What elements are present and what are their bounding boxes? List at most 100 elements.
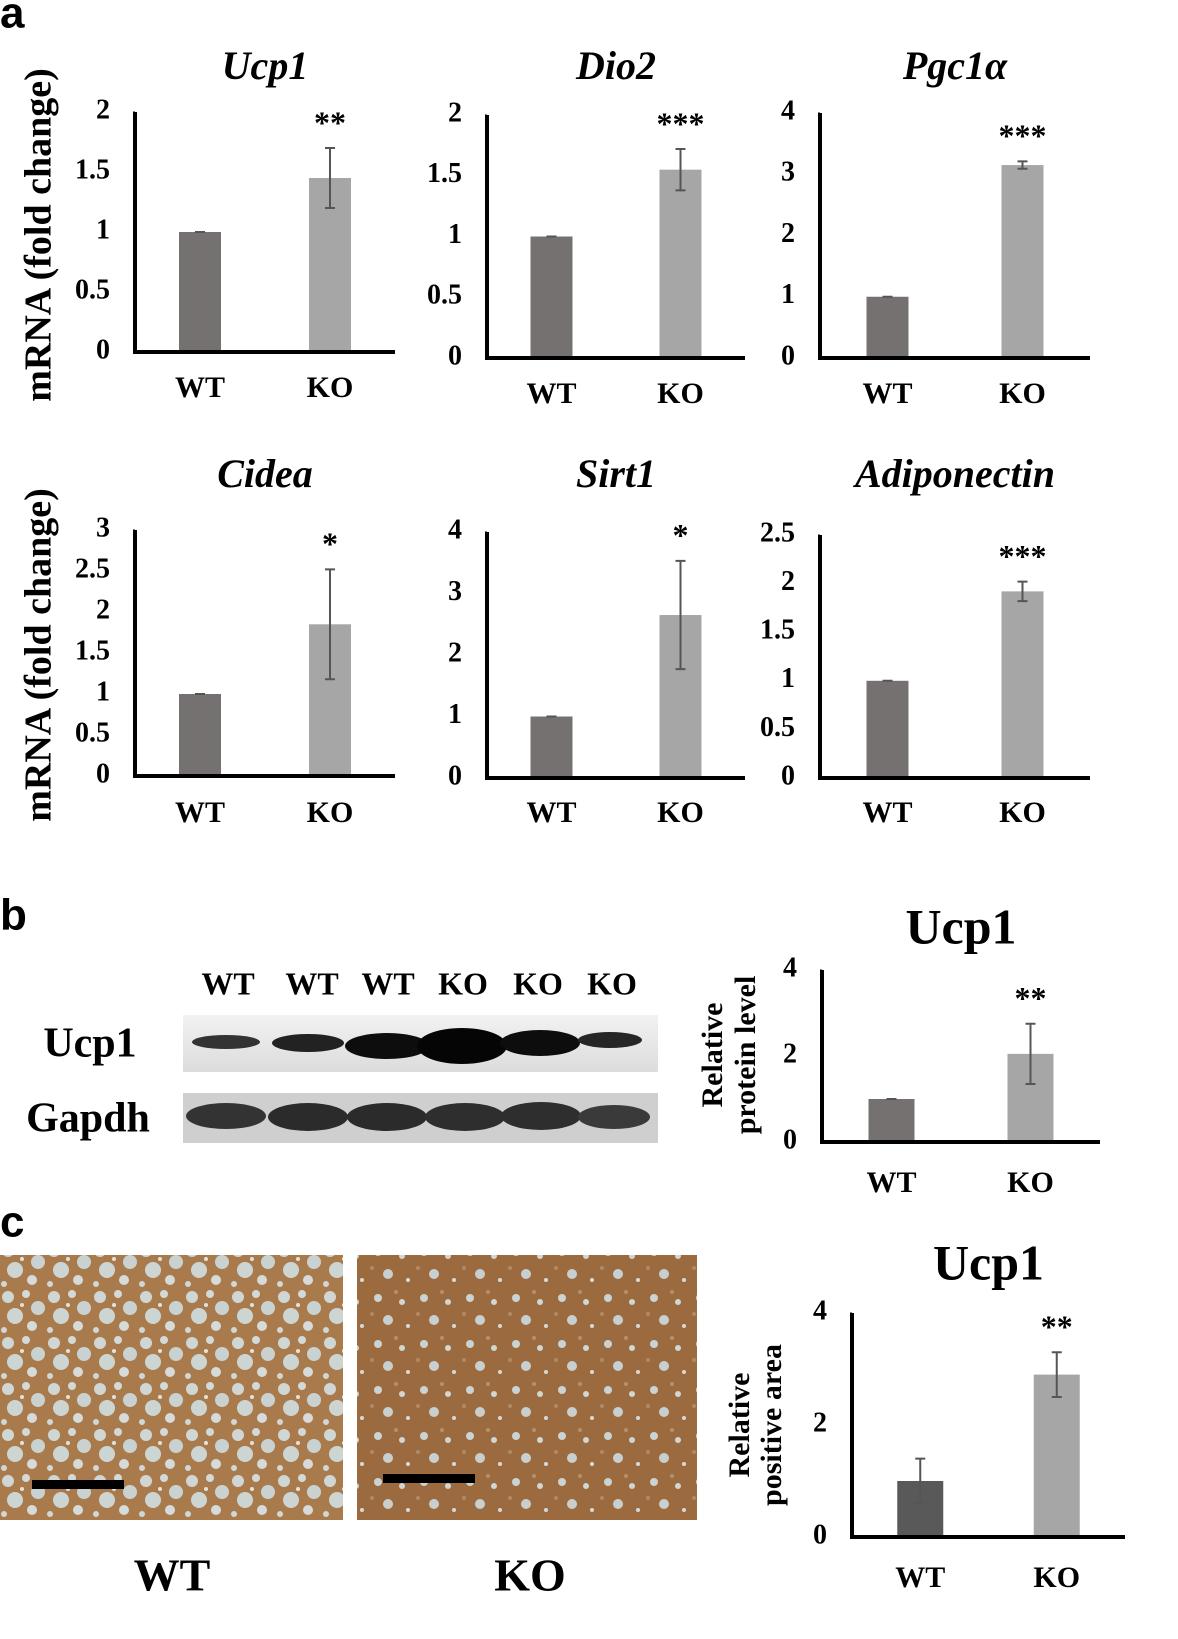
image-label: WT [134,1550,211,1601]
y-tick-label: 3 [96,512,110,543]
y-axis-label: mRNA (fold change) [18,488,60,822]
y-tick-label: 1 [96,214,110,245]
x-tick-label: KO [307,371,354,404]
x-tick-label: KO [999,377,1046,410]
significance: *** [999,118,1047,154]
y-tick-label: 3 [781,157,795,188]
y-tick-label: 3 [448,576,462,607]
x-tick-label: KO [1007,1166,1054,1199]
bar [1001,165,1044,358]
y-tick-label: 0 [781,760,795,791]
bar [659,169,702,358]
y-tick-label: 4 [781,95,795,126]
y-tick-label: 0 [448,340,462,371]
y-tick-label: 0.5 [75,717,110,748]
y-axis-label: positive area [755,1344,788,1506]
error-bar [1051,1351,1062,1398]
y-tick-label: 0 [813,1519,827,1550]
lane-label: KO [513,965,563,1001]
blot-row-label: Ucp1 [43,1021,136,1067]
y-axis-label: protein level [729,976,762,1135]
error-bar [675,559,686,671]
y-tick-label: 2 [781,566,795,597]
panel-label: b [0,891,27,940]
y-tick-label: 4 [813,1295,827,1326]
lane-label: KO [438,965,488,1001]
x-tick-label: WT [175,371,225,404]
y-tick-label: 1.5 [427,158,462,189]
axes [818,535,1090,780]
significance: * [673,517,689,553]
y-tick-label: 0 [783,1124,797,1155]
chart-title: Sirt1 [576,451,656,496]
axes [485,532,745,780]
y-tick-label: 2 [783,1038,797,1069]
y-tick-label: 2 [781,218,795,249]
y-tick-label: 1 [96,676,110,707]
axes [818,113,1090,360]
significance: ** [1041,1309,1073,1345]
y-tick-label: 1 [781,663,795,694]
bar [530,236,573,358]
lane-label: WT [285,965,338,1001]
chart-title: Ucp1 [933,1234,1044,1290]
bar [179,232,221,352]
y-tick-label: 2 [448,97,462,128]
y-axis-label: mRNA (fold change) [18,68,60,402]
y-tick-label: 0 [781,340,795,371]
x-tick-label: KO [999,796,1046,829]
significance: * [322,526,338,562]
scale-bar [383,1474,475,1483]
x-tick-label: WT [866,1166,916,1199]
y-tick-label: 2 [96,594,110,625]
error-bar [1025,1022,1036,1085]
lane-label: WT [201,965,254,1001]
image-label: KO [494,1550,566,1601]
scale-bar [32,1480,124,1489]
bar [866,680,909,778]
blot-image [183,1015,658,1143]
axes [485,115,745,360]
chart-title: Ucp1 [222,43,309,88]
axes [820,970,1100,1144]
y-tick-label: 0.5 [427,280,462,311]
significance: *** [657,105,705,141]
significance: *** [999,538,1047,574]
axes [133,530,395,778]
y-tick-label: 2.5 [75,553,110,584]
y-tick-label: 1.5 [760,615,795,646]
y-axis-label: Relative [723,1373,756,1478]
blot-row-label: Gapdh [26,1096,150,1142]
y-tick-label: 2.5 [760,517,795,548]
panel-label: c [0,1198,24,1247]
significance: ** [314,104,346,140]
error-bar [325,147,335,209]
x-tick-label: KO [657,377,704,410]
chart-title: Ucp1 [905,898,1016,954]
bar [866,296,909,358]
chart-title: Pgc1α [902,43,1008,88]
chart-title: Dio2 [575,43,656,88]
y-tick-label: 2 [448,637,462,668]
axes [850,1313,1125,1539]
error-bar [915,1457,926,1505]
axes [133,112,395,354]
y-tick-label: 1.5 [75,154,110,185]
bar [179,694,221,776]
y-tick-label: 1.5 [75,635,110,666]
x-tick-label: WT [862,796,912,829]
panel-label: a [0,0,25,38]
x-tick-label: WT [862,377,912,410]
bar [1001,591,1044,778]
y-tick-label: 0.5 [760,712,795,743]
y-tick-label: 0 [96,758,110,789]
chart-title: Adiponectin [852,451,1055,496]
y-tick-label: 1 [448,699,462,730]
y-tick-label: 1 [781,279,795,310]
error-bar [675,148,686,192]
x-tick-label: WT [175,796,225,829]
lane-label: WT [361,965,414,1001]
y-tick-label: 2 [813,1407,827,1438]
bar [530,716,573,778]
